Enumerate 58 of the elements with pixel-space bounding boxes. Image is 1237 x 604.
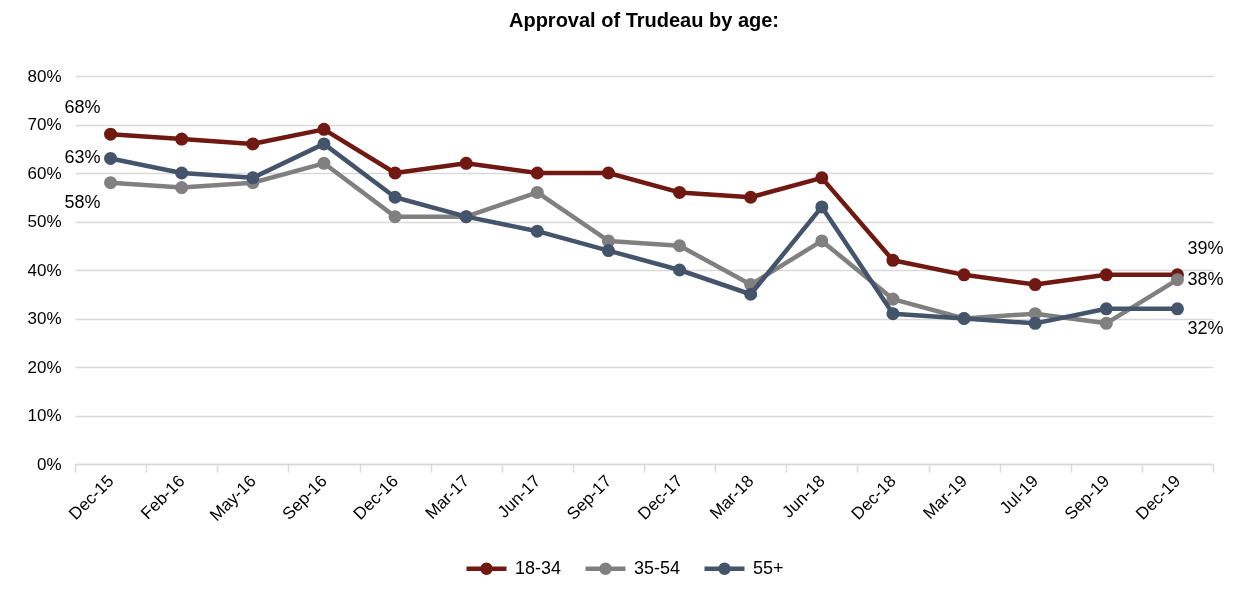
y-tick-label: 50%	[27, 212, 62, 231]
point	[815, 234, 829, 248]
point	[317, 156, 331, 170]
y-tick-label: 10%	[27, 406, 62, 425]
point	[601, 244, 615, 258]
point	[957, 268, 971, 282]
y-tick-label: 0%	[36, 454, 62, 474]
point	[601, 166, 615, 180]
point	[886, 253, 900, 267]
point	[886, 307, 900, 321]
point	[673, 239, 687, 253]
point	[246, 137, 260, 151]
point	[317, 137, 331, 151]
point	[175, 166, 189, 180]
point	[175, 132, 189, 146]
data-label: 38%	[1187, 268, 1224, 289]
point	[388, 166, 402, 180]
data-label: 63%	[64, 147, 101, 168]
point	[246, 171, 260, 185]
point	[1028, 278, 1042, 292]
data-label: 39%	[1187, 237, 1224, 258]
point	[886, 292, 900, 306]
point	[673, 263, 687, 277]
point	[744, 287, 758, 301]
point	[1170, 302, 1184, 316]
point	[1028, 316, 1042, 330]
point	[1099, 302, 1113, 316]
legend-label: 35-54	[634, 557, 681, 578]
point	[815, 171, 829, 185]
point	[815, 200, 829, 214]
point	[459, 156, 473, 170]
data-label: 58%	[64, 191, 101, 212]
y-tick-label: 80%	[27, 66, 62, 86]
point	[1170, 273, 1184, 287]
point	[104, 176, 118, 190]
point	[104, 127, 118, 141]
data-label: 68%	[64, 97, 101, 118]
point	[317, 122, 331, 136]
point	[530, 166, 544, 180]
point	[388, 210, 402, 224]
point	[1099, 316, 1113, 330]
point	[530, 185, 544, 199]
y-tick-label: 60%	[27, 163, 62, 183]
point	[1099, 268, 1113, 282]
y-tick-label: 30%	[27, 309, 62, 328]
chart-title: Approval of Trudeau by age:	[508, 9, 780, 31]
legend-label: 55+	[753, 557, 784, 578]
point	[673, 185, 687, 199]
point	[744, 190, 758, 204]
point	[530, 224, 544, 238]
point	[104, 151, 118, 165]
point	[175, 181, 189, 195]
y-tick-label: 70%	[27, 115, 62, 134]
legend-label: 18-34	[515, 557, 562, 578]
y-tick-label: 40%	[27, 260, 62, 280]
data-label: 32%	[1187, 317, 1224, 338]
y-tick-label: 20%	[27, 357, 62, 377]
point	[388, 190, 402, 204]
